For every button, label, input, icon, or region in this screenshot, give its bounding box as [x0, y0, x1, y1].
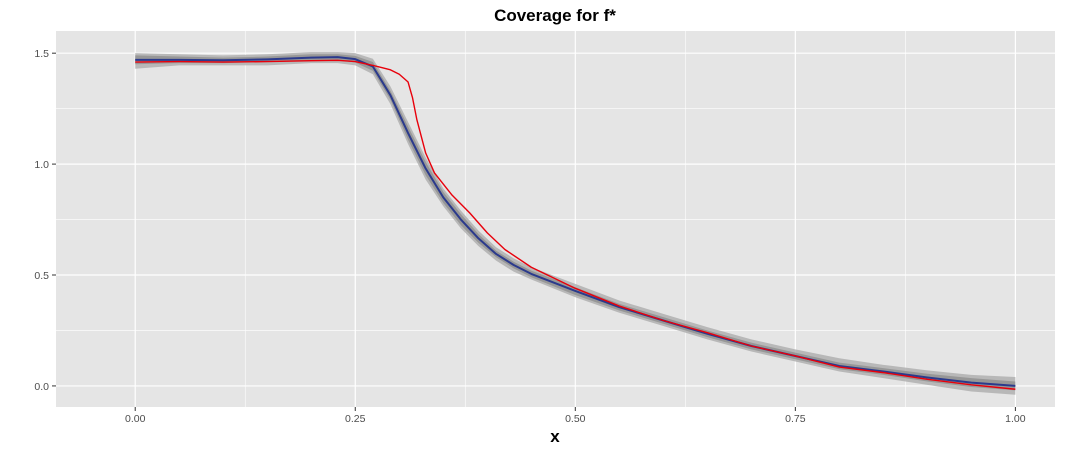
y-tick-label: 1.5 — [34, 48, 49, 60]
x-tick-label: 0.25 — [345, 413, 366, 425]
x-axis-label: x — [550, 427, 560, 446]
y-axis: 0.0 0.5 1.0 1.5 — [34, 48, 56, 393]
y-tick-label: 1.0 — [34, 159, 49, 171]
plot-panel — [56, 31, 1055, 407]
x-tick-label: 1.00 — [1005, 413, 1026, 425]
x-axis: 0.00 0.25 0.50 0.75 1.00 — [125, 407, 1026, 425]
grid-major — [56, 31, 1055, 407]
x-tick-label: 0.00 — [125, 413, 146, 425]
y-tick-label: 0.0 — [34, 381, 49, 393]
series-lines — [135, 56, 1016, 390]
truth-line — [135, 59, 1016, 390]
x-tick-label: 0.50 — [565, 413, 586, 425]
y-tick-label: 0.5 — [34, 270, 49, 282]
x-tick-label: 0.75 — [785, 413, 806, 425]
chart-title: Coverage for f* — [494, 6, 616, 25]
